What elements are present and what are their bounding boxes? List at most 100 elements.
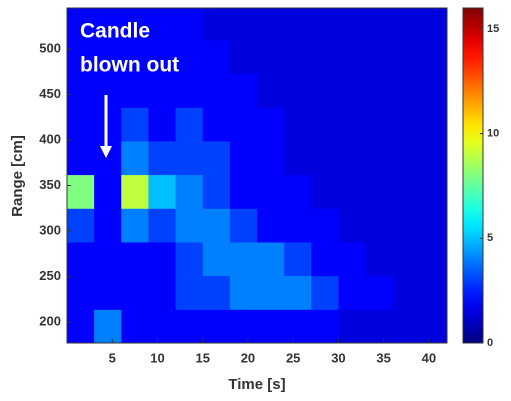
heatmap-cell bbox=[338, 73, 367, 108]
heatmap-cell bbox=[338, 174, 367, 209]
heatmap-cell bbox=[365, 39, 394, 75]
heatmap-cell bbox=[148, 140, 177, 176]
heatmap-cell bbox=[257, 208, 285, 243]
heatmap-cell bbox=[311, 107, 339, 142]
heatmap-cell bbox=[392, 8, 421, 41]
heatmap-cell bbox=[229, 140, 258, 176]
heatmap-cell bbox=[94, 208, 122, 243]
heatmap-cell bbox=[67, 241, 95, 277]
heatmap-cell bbox=[419, 140, 448, 176]
heatmap-cell bbox=[121, 208, 149, 243]
heatmap-cell bbox=[257, 275, 285, 310]
heatmap-cell bbox=[175, 208, 204, 243]
x-tick-label: 30 bbox=[331, 350, 345, 365]
heatmap-cell bbox=[148, 73, 177, 108]
heatmap-cell bbox=[121, 140, 149, 176]
heatmap-cell bbox=[229, 174, 258, 209]
heatmap-cell bbox=[257, 241, 285, 277]
colorbar-tick-label: 15 bbox=[487, 23, 499, 35]
heatmap-cell bbox=[175, 73, 204, 108]
heatmap-cell bbox=[257, 140, 285, 176]
heatmap-cell bbox=[419, 174, 448, 209]
heatmap-cell bbox=[175, 174, 204, 209]
heatmap-cell bbox=[148, 241, 177, 277]
heatmap-cell bbox=[94, 275, 122, 310]
heatmap-cell bbox=[67, 107, 95, 142]
heatmap-cell bbox=[67, 208, 95, 243]
heatmap-cell bbox=[284, 8, 312, 41]
heatmap-cell bbox=[419, 208, 448, 243]
heatmap-cell bbox=[311, 174, 339, 209]
heatmap-cell bbox=[392, 107, 421, 142]
heatmap-cell bbox=[365, 140, 394, 176]
heatmap-cell bbox=[392, 140, 421, 176]
heatmap-cell bbox=[338, 208, 367, 243]
heatmap-cell bbox=[419, 275, 448, 310]
heatmap-cell bbox=[311, 39, 339, 75]
heatmap-cell bbox=[284, 275, 312, 310]
x-tick-label: 15 bbox=[195, 350, 209, 365]
colorbar-tick-label: 0 bbox=[487, 337, 493, 349]
heatmap-cell bbox=[121, 73, 149, 108]
heatmap-cell bbox=[392, 208, 421, 243]
heatmap-cell bbox=[202, 8, 231, 41]
heatmap-cell bbox=[311, 140, 339, 176]
heatmap-cell bbox=[67, 39, 95, 75]
heatmap-cell bbox=[148, 275, 177, 310]
y-tick-label: 450 bbox=[39, 86, 61, 101]
heatmap-cell bbox=[392, 73, 421, 108]
heatmap-cell bbox=[148, 174, 177, 209]
heatmap-cell bbox=[365, 174, 394, 209]
heatmap-cell bbox=[311, 208, 339, 243]
heatmap-cell bbox=[148, 208, 177, 243]
heatmap-cell bbox=[175, 39, 204, 75]
heatmap-cell bbox=[257, 73, 285, 108]
heatmap-cell bbox=[419, 107, 448, 142]
heatmap-cell bbox=[202, 73, 231, 108]
heatmap-cell bbox=[121, 8, 149, 41]
x-tick-label: 10 bbox=[150, 350, 164, 365]
heatmap-cell bbox=[419, 39, 448, 75]
annotation-arrowhead bbox=[100, 146, 112, 158]
x-axis-label: Time [s] bbox=[228, 376, 285, 393]
heatmap-cell bbox=[94, 39, 122, 75]
heatmap-cell bbox=[175, 309, 204, 344]
heatmap-cell bbox=[419, 8, 448, 41]
x-tick-label: 40 bbox=[422, 350, 436, 365]
heatmap-cell bbox=[148, 309, 177, 344]
heatmap-cell bbox=[419, 241, 448, 277]
y-tick-label: 250 bbox=[39, 268, 61, 283]
heatmap-cell bbox=[121, 39, 149, 75]
heatmap-cell bbox=[148, 107, 177, 142]
heatmap-cell bbox=[284, 174, 312, 209]
heatmap-cell bbox=[284, 241, 312, 277]
heatmap-cell bbox=[121, 241, 149, 277]
heatmap-cell bbox=[284, 140, 312, 176]
heatmap-cell bbox=[365, 73, 394, 108]
heatmap-cell bbox=[284, 107, 312, 142]
y-axis-label: Range [cm] bbox=[9, 135, 26, 217]
heatmap-cell bbox=[229, 73, 258, 108]
heatmap-cell bbox=[257, 309, 285, 344]
heatmap-cell bbox=[175, 275, 204, 310]
heatmap-cell bbox=[284, 39, 312, 75]
heatmap-cell bbox=[229, 39, 258, 75]
heatmap-cell bbox=[365, 241, 394, 277]
heatmap-cell bbox=[338, 39, 367, 75]
heatmap-cell bbox=[338, 8, 367, 41]
heatmap-cell bbox=[257, 107, 285, 142]
heatmap-cell bbox=[284, 309, 312, 344]
annotation: Candle bbox=[80, 20, 150, 43]
heatmap-cell bbox=[229, 208, 258, 243]
heatmap-cell bbox=[419, 73, 448, 108]
heatmap-cell bbox=[284, 208, 312, 243]
heatmap-cell bbox=[392, 241, 421, 277]
heatmap-cell bbox=[67, 174, 95, 209]
heatmap-cell bbox=[229, 275, 258, 310]
heatmap-cell bbox=[365, 107, 394, 142]
heatmap-cell bbox=[392, 39, 421, 75]
heatmap-cell bbox=[67, 140, 95, 176]
heatmap-cell bbox=[67, 275, 95, 310]
heatmap-cell bbox=[94, 73, 122, 108]
